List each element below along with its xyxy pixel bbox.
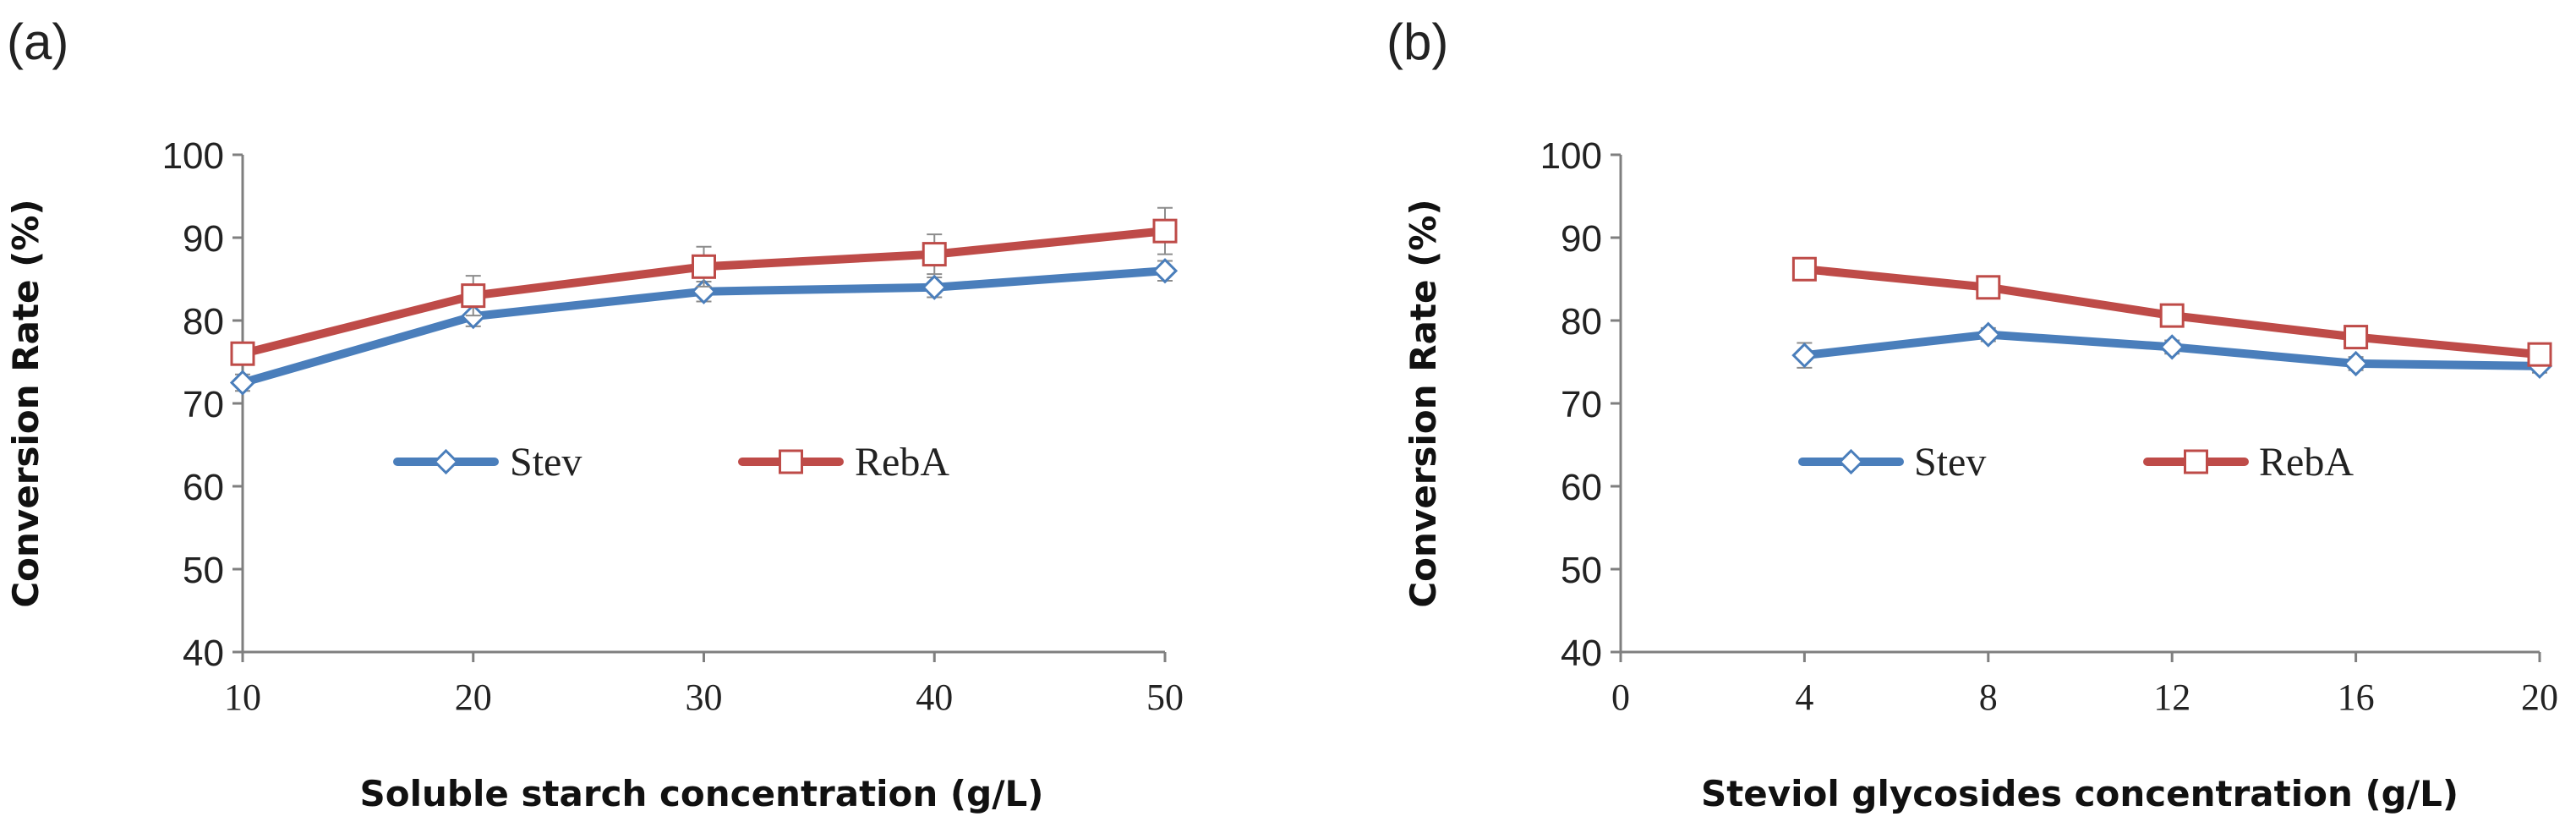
legend-label: RebA xyxy=(855,440,949,485)
x-tick-label: 30 xyxy=(686,677,723,718)
y-tick-label: 40 xyxy=(1561,633,1602,674)
x-tick-label: 20 xyxy=(455,677,492,718)
legend-marker xyxy=(1838,448,1864,475)
data-point-stev xyxy=(229,370,256,396)
legend-entry-reba: RebA xyxy=(2143,440,2354,485)
x-tick-label: 4 xyxy=(1795,677,1813,718)
x-tick-label: 10 xyxy=(224,677,261,718)
y-tick-label: 60 xyxy=(183,467,224,508)
x-tick-label: 40 xyxy=(916,677,953,718)
data-point-reba xyxy=(230,341,255,366)
data-point-reba xyxy=(2344,325,2369,350)
series-stev xyxy=(229,258,1179,396)
legend-marker xyxy=(433,448,459,475)
data-point-stev xyxy=(922,274,948,300)
data-point-reba xyxy=(922,242,947,267)
y-tick-label: 40 xyxy=(183,633,224,674)
x-tick-label: 50 xyxy=(1146,677,1184,718)
series-reba xyxy=(1791,256,2552,367)
data-point-stev xyxy=(1151,258,1179,284)
y-tick-label: 90 xyxy=(183,218,224,260)
x-tick-label: 8 xyxy=(1979,677,1998,718)
data-point-reba xyxy=(1152,218,1178,244)
data-point-reba xyxy=(1791,256,1817,282)
x-tick-label: 16 xyxy=(2338,677,2375,718)
legend-label: Stev xyxy=(1914,440,1986,485)
legend-entry-stev: Stev xyxy=(1798,440,1986,485)
chart-a: (a) 40 50 60 70 80 90 100 10 20 30 40 50 Conversion R… xyxy=(5,14,1184,814)
x-tick-label: 20 xyxy=(2521,677,2558,718)
y-tick-label: 100 xyxy=(1540,135,1602,177)
data-point-reba xyxy=(461,283,486,309)
y-tick-label: 50 xyxy=(183,550,224,591)
series-stev xyxy=(1791,321,2553,380)
x-axis-title: Soluble starch concentration (g/L) xyxy=(360,773,1044,814)
y-tick-label: 70 xyxy=(1561,384,1602,425)
y-tick-label: 80 xyxy=(183,301,224,343)
y-axis-title: Conversion Rate (%) xyxy=(5,199,46,607)
y-tick-label: 70 xyxy=(183,384,224,425)
y-tick-label: 80 xyxy=(1561,301,1602,343)
data-point-stev xyxy=(1791,343,1818,369)
series-reba xyxy=(230,206,1178,366)
legend-entry-reba: RebA xyxy=(738,440,949,485)
x-tick-label: 0 xyxy=(1611,677,1630,718)
y-tick-label: 50 xyxy=(1561,550,1602,591)
data-point-stev xyxy=(2343,350,2369,377)
y-tick-label: 60 xyxy=(1561,467,1602,508)
data-point-reba xyxy=(1976,275,2001,300)
x-tick-label: 12 xyxy=(2153,677,2190,718)
panel-label-b: (b) xyxy=(1386,14,1448,70)
legend-marker xyxy=(2184,449,2208,474)
chart-b: (b) 40 50 60 70 80 90 100 0 4 8 12 16 20 Conversion Ra… xyxy=(1386,14,2558,814)
y-axis-title: Conversion Rate (%) xyxy=(1403,199,1444,607)
data-point-reba xyxy=(692,254,716,279)
panel-label-a: (a) xyxy=(7,14,68,70)
data-point-stev xyxy=(1975,321,2001,348)
data-point-reba xyxy=(2527,342,2552,367)
data-point-reba xyxy=(2159,303,2185,328)
y-tick-label: 90 xyxy=(1561,218,1602,260)
y-tick-label: 100 xyxy=(162,135,224,177)
x-axis-title: Steviol glycosides concentration (g/L) xyxy=(1701,773,2458,814)
legend-marker xyxy=(779,449,803,474)
legend-label: Stev xyxy=(510,440,582,485)
legend-entry-stev: Stev xyxy=(393,440,582,485)
data-point-stev xyxy=(2159,334,2185,360)
legend-label: RebA xyxy=(2259,440,2354,485)
